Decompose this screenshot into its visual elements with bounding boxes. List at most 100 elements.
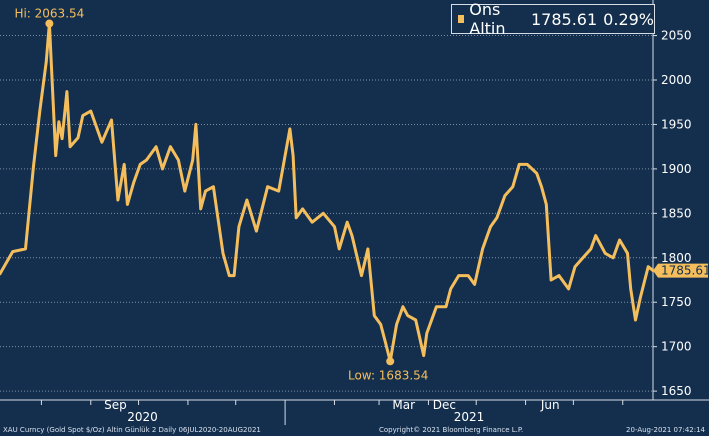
data-point (414, 318, 417, 322)
legend-label: Ons Altin (469, 0, 506, 38)
data-point (245, 198, 249, 202)
footer-copyright: Copyright© 2021 Bloomberg Finance L.P. (379, 426, 524, 434)
data-point (288, 127, 292, 131)
data-point (60, 137, 64, 140)
data-point (422, 354, 425, 357)
data-point (395, 323, 398, 326)
data-point (89, 109, 92, 113)
data-point (535, 172, 538, 175)
data-point (32, 165, 35, 169)
data-point (518, 163, 521, 166)
year-label: 2021 (454, 410, 485, 424)
y-tick-label: 1700 (661, 340, 692, 354)
data-point (232, 274, 236, 277)
y-tick-label: 1850 (661, 206, 692, 220)
data-point (457, 274, 460, 277)
footer-ticker-info: XAU Curncy (Gold Spot $/Oz) Altin Günlük… (3, 426, 261, 434)
high-label: Hi: 2063.54 (14, 7, 84, 21)
annotations: Hi: 2063.54 Low: 1683.54 1785.61 (14, 7, 709, 383)
y-tick-label: 1900 (661, 162, 692, 176)
data-point (68, 145, 72, 148)
data-point (57, 120, 61, 123)
data-point (467, 274, 470, 277)
data-point (116, 198, 120, 202)
data-point (379, 323, 382, 326)
data-point (154, 145, 158, 148)
data-point (44, 61, 48, 64)
data-point (132, 181, 135, 184)
legend-swatch (458, 15, 465, 23)
data-point (639, 296, 642, 299)
y-tick-label: 1950 (661, 117, 692, 131)
last-value-tag (653, 263, 708, 278)
data-point (444, 305, 448, 308)
data-point (540, 185, 543, 188)
x-tick-label: Jun (540, 398, 560, 412)
data-point (449, 287, 452, 291)
data-point (221, 252, 225, 255)
last-value-label: 1785.61 (661, 264, 709, 278)
y-tick-label: 2050 (661, 29, 692, 43)
data-point (237, 225, 241, 228)
data-point (618, 238, 621, 242)
data-point (425, 332, 429, 335)
data-point (489, 225, 492, 228)
data-point (24, 247, 27, 251)
data-point (511, 185, 515, 188)
data-point (594, 234, 597, 237)
data-point (373, 314, 376, 317)
footer-timestamp: 20-Aug-2021 07:42:14 (626, 426, 705, 434)
data-point (406, 314, 409, 317)
footer: XAU Curncy (Gold Spot $/Oz) Altin Günlük… (0, 425, 709, 436)
data-point (301, 207, 304, 211)
data-point (567, 287, 570, 291)
y-tick-label: 1800 (661, 251, 692, 265)
legend-value: 1785.61 (531, 9, 598, 29)
x-tick-label: Sep (104, 398, 127, 412)
data-point (310, 221, 314, 224)
data-point (634, 318, 637, 322)
data-point (169, 145, 172, 148)
data-point (126, 203, 129, 206)
data-point (199, 207, 202, 211)
data-point (295, 216, 298, 219)
series-points (0, 22, 655, 363)
data-point (76, 136, 80, 139)
data-point (360, 274, 363, 277)
data-point (589, 247, 593, 251)
y-tick-label: 1650 (661, 384, 692, 398)
price-chart: 1650 1700 1750 1800 1850 1900 1950 2000 2050 Sep… (0, 0, 709, 425)
data-point (54, 154, 57, 157)
low-label: Low: 1683.54 (348, 368, 428, 382)
data-point (557, 274, 561, 277)
data-point (346, 221, 349, 224)
data-point (435, 305, 438, 308)
data-point (401, 305, 405, 308)
plot-background (0, 0, 709, 425)
data-point (604, 252, 607, 255)
data-point (65, 90, 69, 93)
data-point (266, 185, 269, 188)
legend-change: 0.29% (603, 9, 654, 29)
data-point (161, 167, 164, 171)
data-point (481, 247, 484, 251)
data-point (626, 252, 629, 255)
data-point (573, 265, 577, 268)
low-marker (386, 357, 395, 366)
data-point (338, 247, 341, 251)
data-point (100, 141, 104, 144)
y-tick-label: 2000 (661, 73, 692, 87)
data-point (629, 287, 632, 291)
data-point (212, 185, 215, 188)
data-point (384, 341, 387, 344)
y-axis-ticks: 1650 1700 1750 1800 1850 1900 1950 2000 2050 (652, 0, 692, 400)
data-point (611, 256, 615, 259)
data-point (38, 109, 42, 113)
data-point (350, 234, 354, 237)
data-point (177, 158, 180, 162)
data-point (581, 256, 585, 259)
data-point (204, 189, 207, 193)
data-point (545, 203, 548, 206)
x-axis: Sep Dec Mar Jun 2020 2021 (0, 398, 709, 425)
data-point (255, 229, 258, 233)
